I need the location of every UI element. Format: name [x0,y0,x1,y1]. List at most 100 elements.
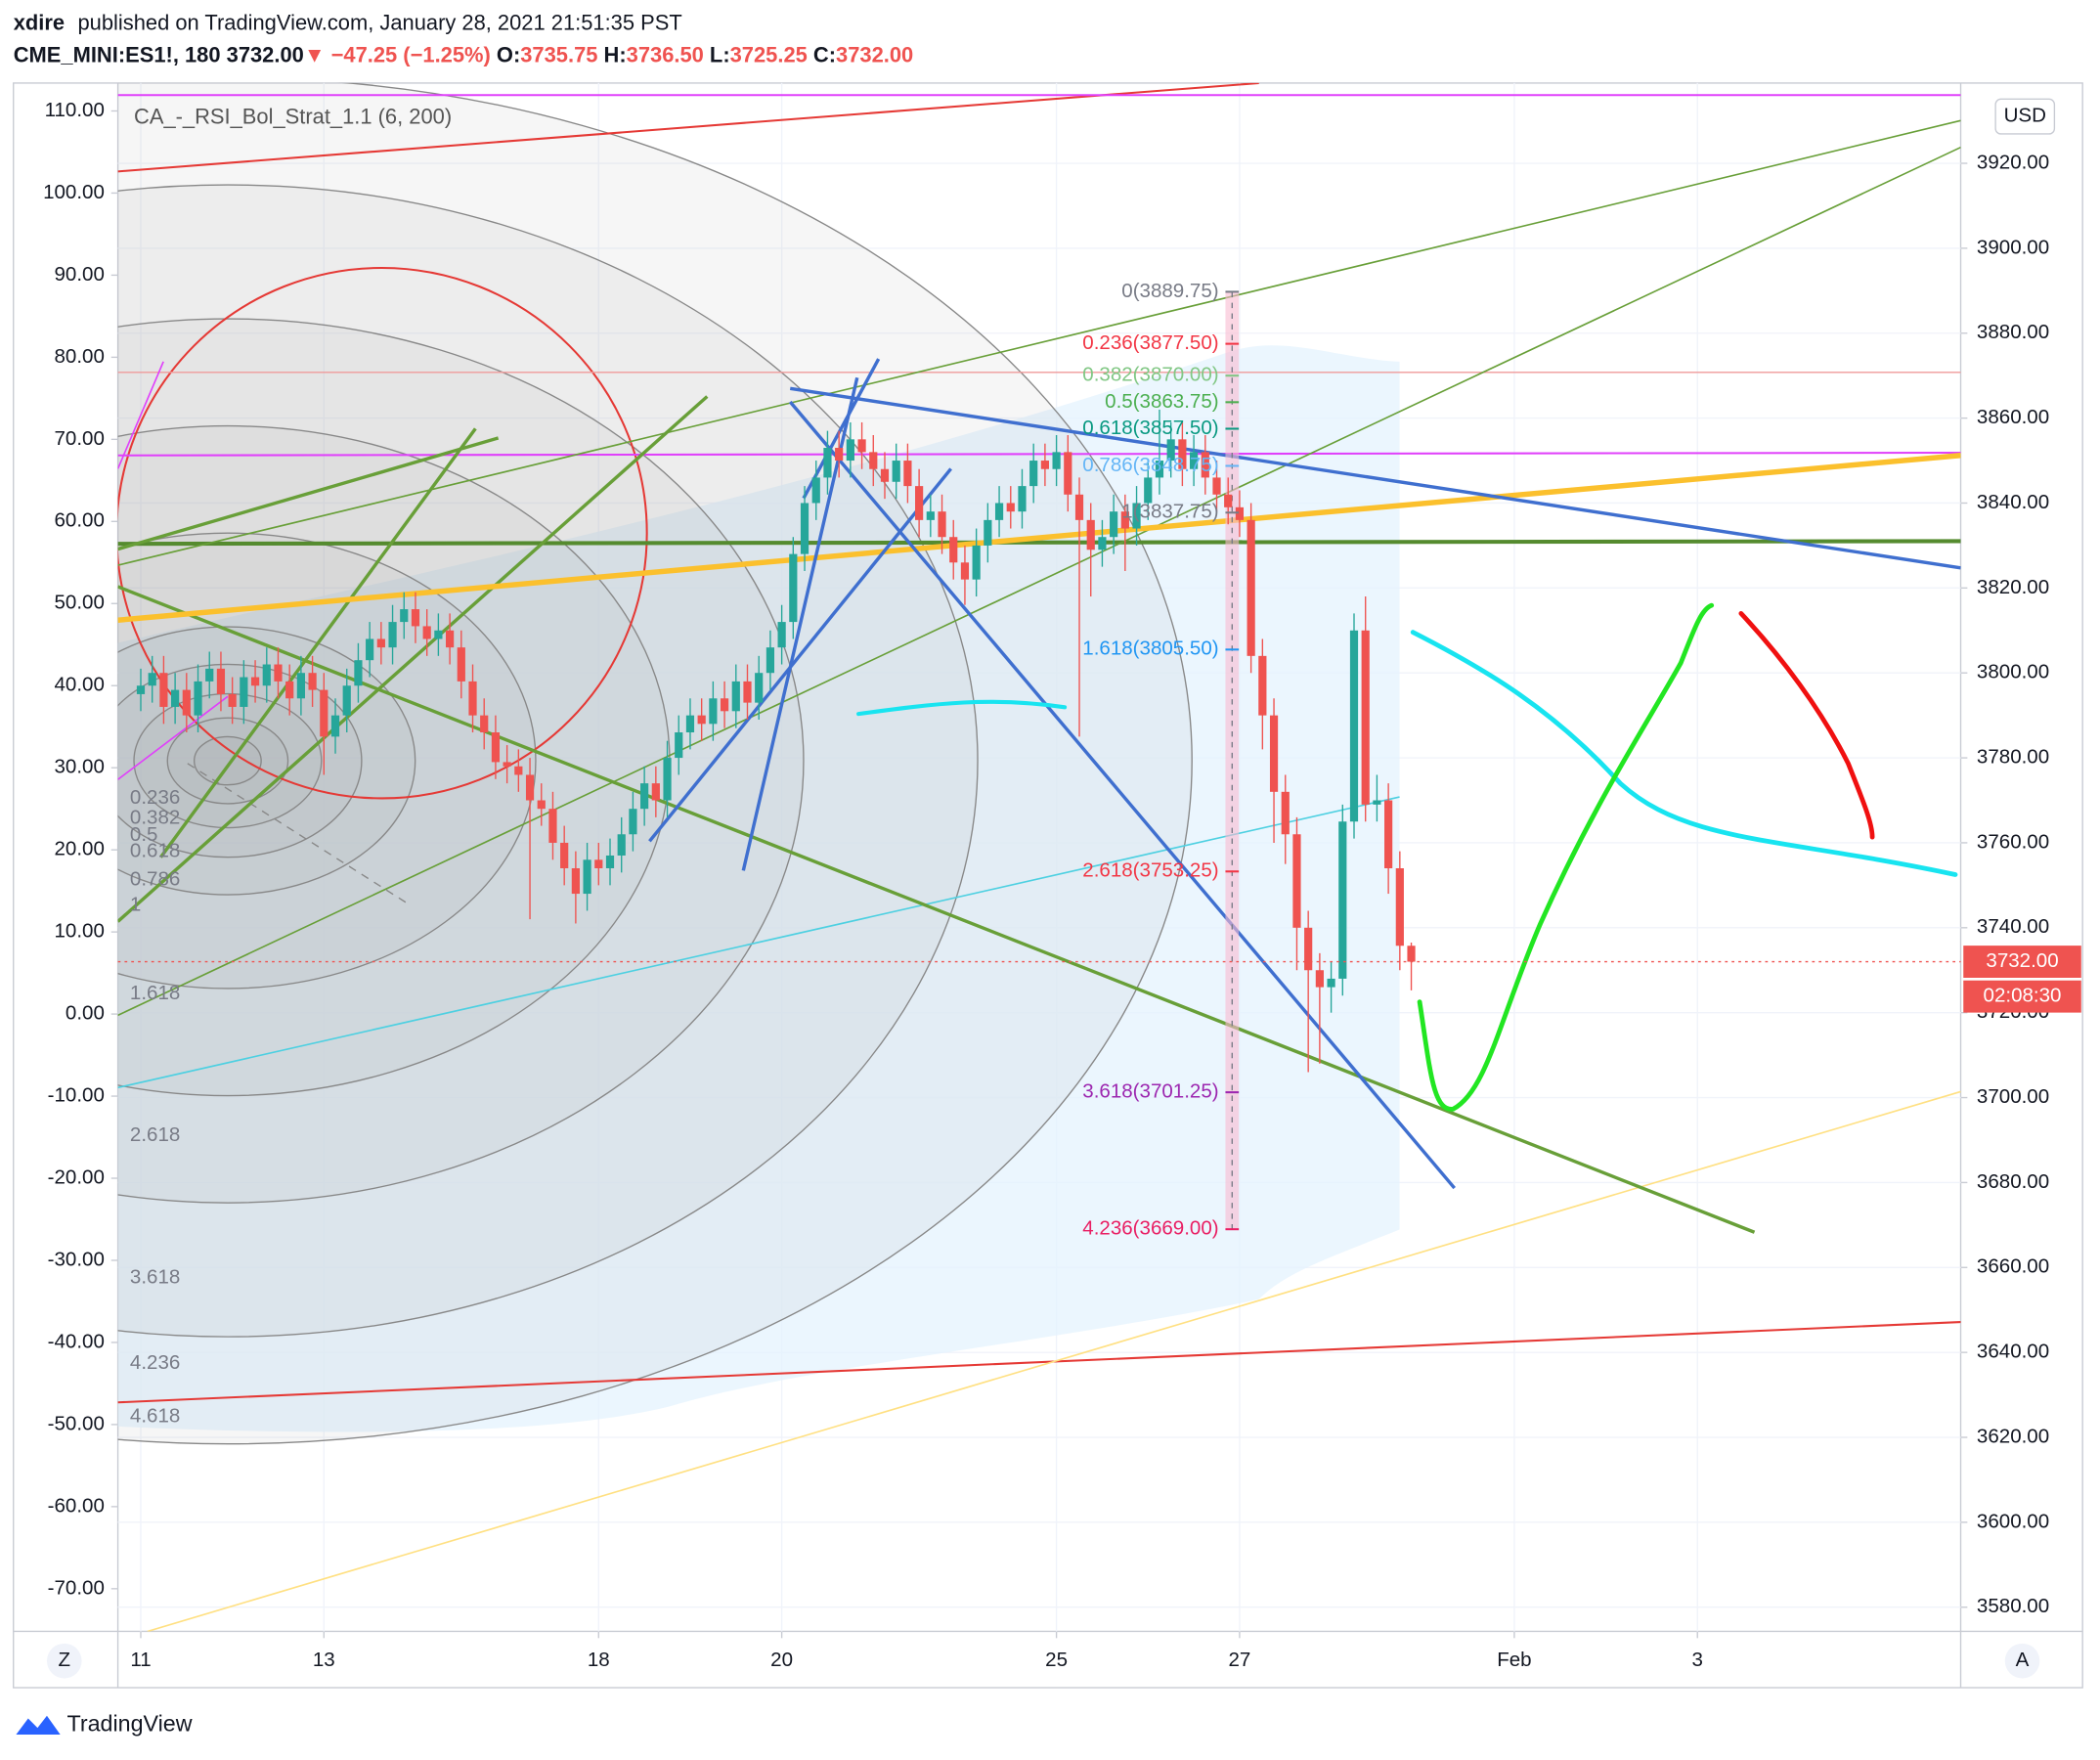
candle-body [857,439,866,453]
candle-body [800,503,809,554]
candle-body [972,545,981,580]
price-badge [1963,946,2081,978]
candle-body [835,448,844,462]
button[interactable] [2004,1643,2040,1679]
candle-body [537,800,546,810]
trend-line [117,119,1961,566]
y2-tick-label: 20.00 [54,838,104,860]
y2-tick-label: -10.00 [48,1083,105,1106]
countdown-badge [1963,980,2081,1013]
candle-body [411,609,420,627]
y2-tick-label: 70.00 [54,427,104,450]
fib-circle-label: 3.618 [130,1265,180,1288]
x-tick-label: 20 [770,1649,793,1671]
y-tick-label: 3680.00 [1977,1170,2049,1193]
y2-tick-label: 0.00 [66,1002,105,1025]
candle-body [354,660,363,686]
candle-body [811,477,820,504]
candle-body [548,809,557,843]
candle-body [994,503,1004,520]
candle-body [1407,946,1416,962]
hand-line [1738,611,1875,840]
price-label: 3732.00 [1986,949,2058,972]
candle-body [1110,511,1118,538]
countdown: 02:08:30 [1984,985,2062,1007]
candle-body [434,630,443,639]
fib-label: 2.618(3753.25) [1082,859,1218,882]
candle-body [1052,452,1061,469]
candle-body [720,698,729,712]
hand-line [1410,630,1958,877]
candle-body [171,689,180,707]
y-tick-label: 3660.00 [1977,1255,2049,1278]
y-tick-label: 3920.00 [1977,151,2049,173]
y-tick-label: 3820.00 [1977,576,2049,598]
candle-body [445,630,455,648]
header-part: O: [497,42,520,66]
candle-body [240,677,248,707]
candle-body [789,553,798,623]
candle-body [1304,927,1313,971]
candle-body [342,685,351,716]
candle-body [1235,506,1245,520]
y2-tick-label: 10.00 [54,920,104,943]
fib-label: 0(3889.75) [1121,280,1218,302]
candle-body [1292,834,1301,928]
candle-body [651,783,660,801]
candle-body [308,673,317,690]
fib-circle-label: 0.5 [130,823,158,846]
candle-body [1224,494,1233,507]
trend-line [789,386,1961,570]
candle-body [296,673,305,699]
fib-label: 0.236(3877.50) [1082,331,1218,354]
candle-body [1074,494,1084,520]
y2-tick-label: -60.00 [48,1494,105,1517]
candle-body [629,809,637,835]
candle-body [892,461,900,482]
candle-body [960,562,970,580]
candle-body [274,664,283,682]
button-label[interactable]: A [2016,1649,2030,1671]
y2-tick-label: -20.00 [48,1166,105,1188]
candle-body [697,715,706,725]
published: published on TradingView.com, January 28… [77,10,681,34]
candle-body [675,732,683,759]
candle-body [617,834,626,856]
fib-column [1225,291,1240,1230]
trend-line [117,82,1259,173]
candle-body [984,519,992,546]
y-tick-label: 3580.00 [1977,1595,2049,1617]
y-tick-label: 3900.00 [1977,236,2049,258]
candle-body [755,673,764,703]
fib-circle-label: 1 [130,893,141,915]
button[interactable] [46,1643,82,1679]
y-tick-label: 3800.00 [1977,661,2049,683]
button-label[interactable]: Z [59,1649,71,1671]
candle-body [1086,519,1095,550]
y2-tick-label: -40.00 [48,1330,105,1352]
candle-body [1258,655,1267,716]
y-tick-label: 3600.00 [1977,1510,2049,1532]
trend-line [117,395,709,923]
y-tick-label: 3760.00 [1977,830,2049,853]
candle-body [1395,868,1404,946]
candle-body [1144,477,1153,504]
header-part: 3725.25 [730,42,808,66]
candle-body [514,766,523,775]
candle-body [1247,519,1255,656]
fib-circle-label: 0.236 [130,786,180,809]
candle-body [938,511,946,538]
candle-body [571,868,580,895]
header-part: H: [604,42,627,66]
indicator-label: CA_-_RSI_Bol_Strat_1.1 (6, 200) [134,104,452,128]
candle-body [388,622,397,648]
fib-circle-label: 2.618 [130,1123,180,1146]
fib-labels: 0(3889.75) 0.236(3877.50) 0.382(3870.00) 0.… [130,280,1240,1428]
x-tick-label: 13 [313,1649,335,1671]
trend-line [117,695,229,780]
candle-body [766,647,775,674]
candle-body [926,511,935,520]
candle-body [777,622,786,648]
candle-body [1029,461,1038,487]
y-tick-label: 3880.00 [1977,321,2049,343]
